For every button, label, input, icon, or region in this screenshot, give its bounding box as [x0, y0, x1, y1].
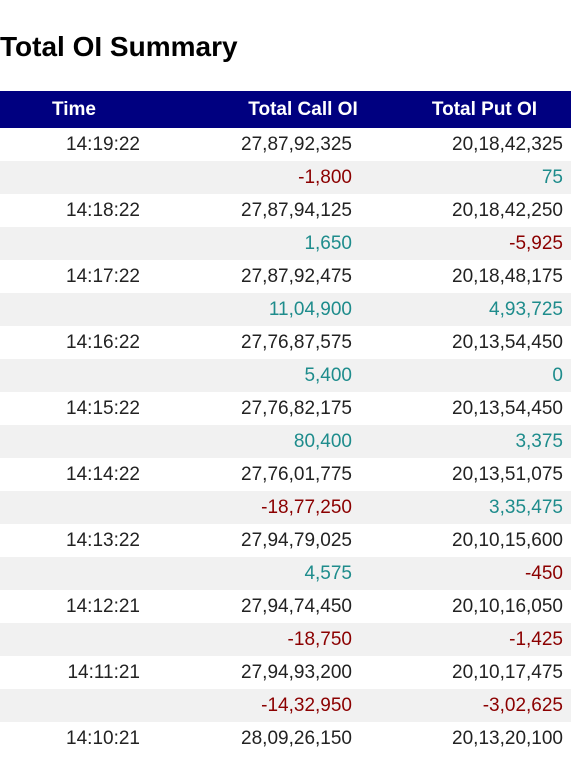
time-cell: 14:10:21	[66, 727, 140, 749]
table-body: 14:19:22 27,87,92,325 20,18,42,325 -1,800 75…	[0, 128, 571, 755]
oi-summary-table: Time Total Call OI Total Put OI 14:19:22…	[0, 91, 571, 755]
total-put-oi-cell: 20,13,54,450	[452, 331, 563, 353]
call-oi-change-cell: 80,400	[293, 430, 352, 452]
time-cell: 14:13:22	[66, 529, 140, 551]
call-oi-change-cell: -14,32,950	[261, 694, 352, 716]
change-row: -18,750 -1,425	[0, 623, 571, 656]
page-title: Total OI Summary	[0, 31, 238, 62]
total-put-oi-cell: 20,13,54,450	[452, 397, 563, 419]
time-cell: 14:16:22	[66, 331, 140, 353]
table-row: 14:11:21 27,94,93,200 20,10,17,475	[0, 656, 571, 689]
put-oi-change-cell: 75	[541, 166, 563, 188]
total-call-oi-cell: 27,87,92,475	[241, 265, 352, 287]
change-row: -1,800 75	[0, 161, 571, 194]
call-oi-change-cell: 1,650	[304, 232, 352, 254]
total-put-oi-cell: 20,10,17,475	[452, 661, 563, 683]
time-cell: 14:17:22	[66, 265, 140, 287]
total-call-oi-cell: 27,87,94,125	[241, 199, 352, 221]
put-oi-change-cell: 3,375	[515, 430, 563, 452]
time-cell: 14:18:22	[66, 199, 140, 221]
table-row: 14:10:21 28,09,26,150 20,13,20,100	[0, 722, 571, 755]
table-row: 14:17:22 27,87,92,475 20,18,48,175	[0, 260, 571, 293]
table-row: 14:14:22 27,76,01,775 20,13,51,075	[0, 458, 571, 491]
time-cell: 14:14:22	[66, 463, 140, 485]
change-row: 11,04,900 4,93,725	[0, 293, 571, 326]
change-row: 4,575 -450	[0, 557, 571, 590]
column-header-total-put-oi: Total Put OI	[431, 98, 538, 120]
call-oi-change-cell: -1,800	[298, 166, 352, 188]
time-cell: 14:11:21	[67, 661, 140, 683]
put-oi-change-cell: -450	[524, 562, 563, 584]
call-oi-change-cell: -18,750	[287, 628, 352, 650]
put-oi-change-cell: -5,925	[509, 232, 563, 254]
total-call-oi-cell: 27,94,93,200	[241, 661, 352, 683]
change-row: 80,400 3,375	[0, 425, 571, 458]
table-row: 14:13:22 27,94,79,025 20,10,15,600	[0, 524, 571, 557]
table-row: 14:15:22 27,76,82,175 20,13,54,450	[0, 392, 571, 425]
put-oi-change-cell: -3,02,625	[482, 694, 563, 716]
table-row: 14:16:22 27,76,87,575 20,13,54,450	[0, 326, 571, 359]
total-put-oi-cell: 20,18,42,325	[452, 133, 563, 155]
column-header-total-call-oi: Total Call OI	[248, 98, 358, 120]
total-put-oi-cell: 20,18,48,175	[452, 265, 563, 287]
column-header-time: Time	[51, 98, 96, 120]
total-call-oi-cell: 27,87,92,325	[241, 133, 352, 155]
total-call-oi-cell: 27,76,87,575	[241, 331, 352, 353]
table-row: 14:18:22 27,87,94,125 20,18,42,250	[0, 194, 571, 227]
total-put-oi-cell: 20,10,16,050	[452, 595, 563, 617]
put-oi-change-cell: 3,35,475	[489, 496, 563, 518]
total-call-oi-cell: 27,94,74,450	[241, 595, 352, 617]
call-oi-change-cell: 5,400	[304, 364, 352, 386]
change-row: 5,400 0	[0, 359, 571, 392]
call-oi-change-cell: 4,575	[304, 562, 352, 584]
total-call-oi-cell: 28,09,26,150	[241, 727, 352, 749]
total-put-oi-cell: 20,13,51,075	[452, 463, 563, 485]
table-row: 14:12:21 27,94,74,450 20,10,16,050	[0, 590, 571, 623]
change-row: 1,650 -5,925	[0, 227, 571, 260]
time-cell: 14:15:22	[66, 397, 140, 419]
put-oi-change-cell: 4,93,725	[489, 298, 563, 320]
total-call-oi-cell: 27,76,82,175	[241, 397, 352, 419]
table-header: Time Total Call OI Total Put OI	[0, 91, 571, 128]
total-put-oi-cell: 20,18,42,250	[452, 199, 563, 221]
total-put-oi-cell: 20,10,15,600	[452, 529, 563, 551]
call-oi-change-cell: -18,77,250	[261, 496, 352, 518]
total-call-oi-cell: 27,94,79,025	[241, 529, 352, 551]
call-oi-change-cell: 11,04,900	[268, 298, 352, 320]
put-oi-change-cell: 0	[552, 364, 563, 386]
put-oi-change-cell: -1,425	[509, 628, 563, 650]
time-cell: 14:12:21	[66, 595, 140, 617]
total-call-oi-cell: 27,76,01,775	[241, 463, 352, 485]
change-row: -14,32,950 -3,02,625	[0, 689, 571, 722]
total-put-oi-cell: 20,13,20,100	[452, 727, 563, 749]
table-row: 14:19:22 27,87,92,325 20,18,42,325	[0, 128, 571, 161]
time-cell: 14:19:22	[66, 133, 140, 155]
change-row: -18,77,250 3,35,475	[0, 491, 571, 524]
